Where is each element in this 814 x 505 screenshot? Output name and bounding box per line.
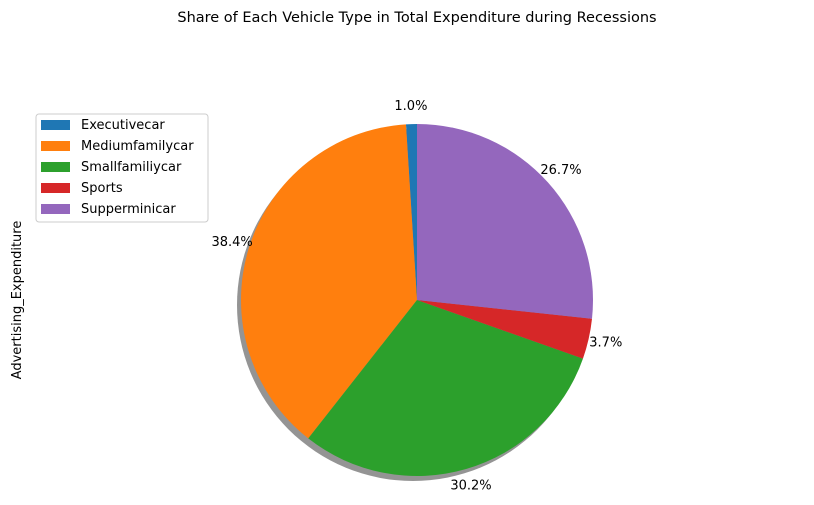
pie-slices: [241, 124, 593, 476]
legend-frame: [35, 113, 209, 223]
pie-percent-labels: 1.0% 38.4% 30.2% 3.7% 26.7%: [211, 99, 622, 493]
legend-swatch-supperminicar: [41, 204, 70, 214]
pct-label-sports: 3.7%: [589, 335, 622, 350]
legend-swatch-smallfamiliycar: [41, 162, 70, 172]
y-axis-label: Advertising_Expenditure: [10, 221, 25, 380]
legend-label-sports: Sports: [81, 181, 123, 196]
pie-slice-smallfamiliycar: [308, 300, 583, 476]
legend-label-smallfamiliycar: Smallfamiliycar: [81, 160, 182, 175]
legend-label-supperminicar: Supperminicar: [81, 202, 176, 217]
pie-slice-executivecar: [405, 124, 417, 300]
pct-label-executivecar: 1.0%: [394, 99, 427, 114]
pie-slice-sports: [417, 300, 592, 359]
pie-slice-supperminicar: [417, 124, 593, 319]
legend-swatch-mediumfamilycar: [41, 141, 70, 151]
chart-title: Share of Each Vehicle Type in Total Expe…: [177, 10, 656, 26]
legend-label-executivecar: Executivecar: [81, 118, 165, 133]
pct-label-supperminicar: 26.7%: [540, 163, 581, 178]
pct-label-smallfamiliycar: 30.2%: [450, 478, 491, 493]
legend: Executivecar Mediumfamilycar Smallfamiliyc…: [35, 113, 209, 223]
pct-label-mediumfamilycar: 38.4%: [211, 235, 252, 250]
legend-swatch-sports: [41, 183, 70, 193]
legend-swatch-executivecar: [41, 120, 70, 130]
pie-slice-mediumfamilycar: [241, 124, 417, 439]
legend-label-mediumfamilycar: Mediumfamilycar: [81, 139, 194, 154]
